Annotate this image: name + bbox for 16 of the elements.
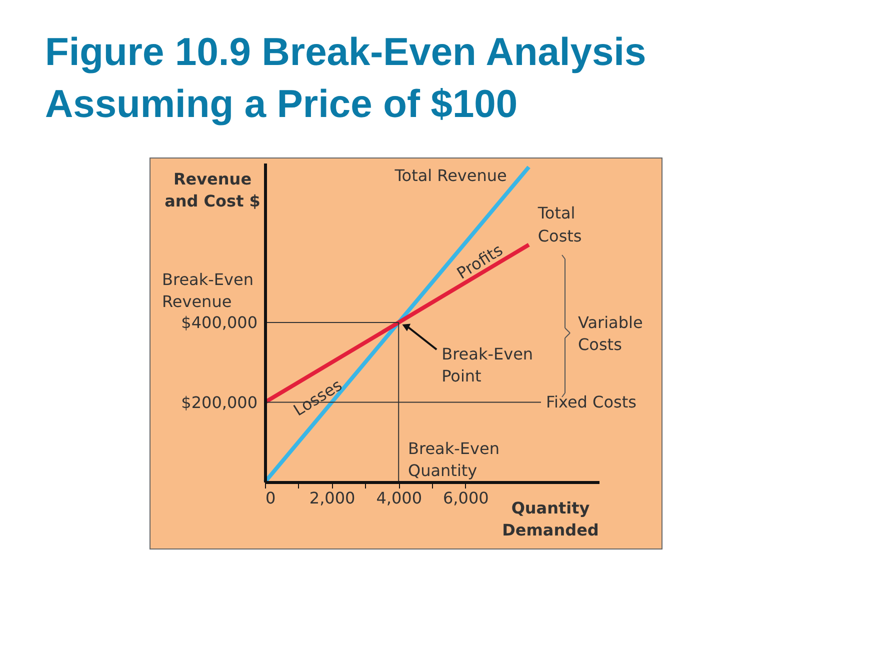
x-tick-label: 0: [266, 488, 276, 508]
x-tick-label: 2,000: [309, 488, 356, 508]
y-tick-label: $400,000: [181, 313, 258, 332]
x-tick-label: 4,000: [376, 488, 422, 508]
text: Break-Even Revenue: [162, 270, 254, 311]
y-tick-label: $200,000: [181, 392, 258, 412]
chart-title: Figure 10.9 Break-Even Analysis Assuming a Price of $100: [45, 31, 646, 126]
x-axis-title: Quantity Demanded: [502, 498, 599, 540]
annotation: Variable Costs: [578, 313, 643, 354]
ref-line-label: Fixed Costs: [546, 392, 636, 412]
series-label: Total Costs: [536, 204, 582, 246]
series-label: Total Revenue: [394, 166, 507, 185]
x-tick-label: 6,000: [442, 488, 489, 508]
annotation: Break-Even Quantity: [408, 439, 500, 480]
y-axis-title: Revenue and Cost $: [164, 170, 260, 210]
annotation: Break-Even Point: [442, 344, 534, 386]
